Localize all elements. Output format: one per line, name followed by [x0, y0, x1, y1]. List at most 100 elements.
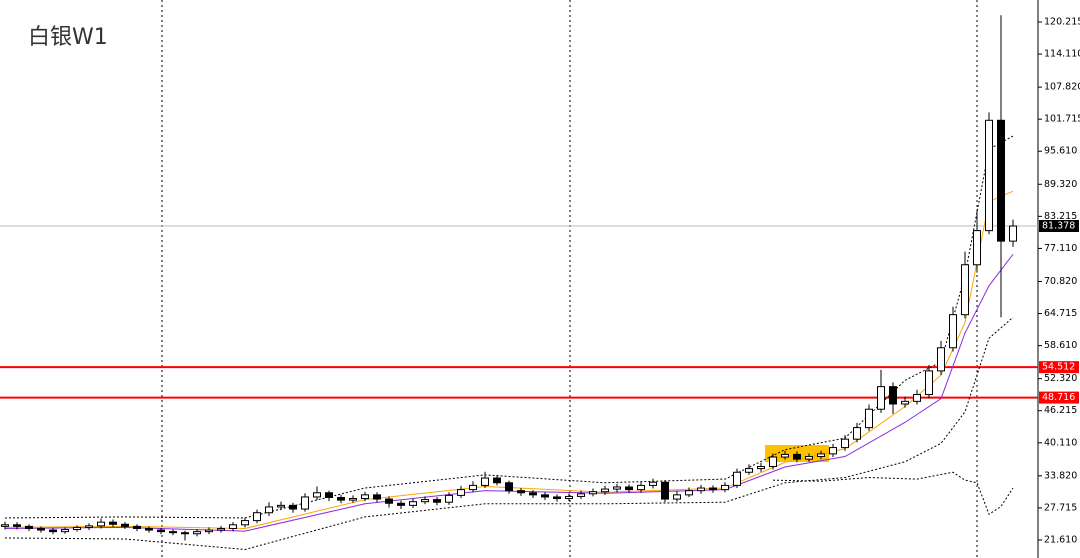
candle-body: [73, 526, 81, 531]
candle-body: [865, 408, 873, 429]
y-tick-label: 114.110: [1044, 49, 1080, 60]
candle-body: [601, 488, 609, 493]
candle-body: [181, 532, 189, 535]
candle-body: [913, 394, 921, 402]
indicator-line: [4, 190, 1014, 529]
candle-body: [265, 506, 273, 514]
candle-body: [385, 498, 393, 504]
candle-body: [445, 494, 453, 503]
candle-body: [973, 230, 981, 266]
candle-body: [349, 498, 357, 501]
candle-body: [169, 531, 177, 534]
candle-body: [205, 529, 213, 533]
candle-body: [901, 400, 909, 405]
candle-body: [769, 456, 777, 467]
candle-body: [733, 471, 741, 486]
candle-body: [997, 119, 1005, 242]
candle-body: [961, 264, 969, 316]
level-label-bg: [1039, 391, 1079, 404]
candle-body: [565, 495, 573, 500]
candle-body: [13, 524, 21, 527]
candle-body: [985, 119, 993, 232]
candle-body: [337, 496, 345, 501]
indicator-line: [772, 471, 1014, 516]
y-tick-label: 64.715: [1044, 308, 1077, 319]
candle-body: [925, 370, 933, 396]
candle-body: [217, 527, 225, 531]
y-tick-label: 107.820: [1044, 82, 1080, 93]
candle-body: [493, 477, 501, 484]
y-tick-label: 70.820: [1044, 276, 1077, 287]
candle-body: [697, 487, 705, 492]
y-tick-label: 27.715: [1044, 502, 1077, 513]
candle-body: [937, 347, 945, 372]
y-tick-label: 101.715: [1044, 114, 1080, 125]
candle-body: [625, 486, 633, 491]
candle-body: [61, 529, 69, 533]
y-tick-label: 52.320: [1044, 373, 1077, 384]
candle-body: [277, 504, 285, 508]
candle-body: [397, 502, 405, 506]
candle-body: [25, 525, 33, 529]
y-tick-label: 89.320: [1044, 179, 1077, 190]
candle-body: [877, 386, 885, 410]
candle-body: [553, 496, 561, 500]
y-tick-label: 83.215: [1044, 211, 1077, 222]
level-label: 48.716: [1042, 392, 1075, 403]
candle-body: [49, 529, 57, 533]
y-tick-label: 33.820: [1044, 470, 1077, 481]
candle-body: [433, 499, 441, 503]
y-tick-label: 58.610: [1044, 340, 1077, 351]
y-tick-label: 95.610: [1044, 146, 1077, 157]
candle-body: [313, 492, 321, 498]
candle-body: [529, 492, 537, 496]
level-label: 54.512: [1042, 362, 1075, 373]
indicator-line: [4, 253, 1014, 532]
y-tick-label: 77.110: [1044, 243, 1077, 254]
candle-body: [121, 523, 129, 527]
candle-body: [853, 427, 861, 440]
candle-body: [685, 490, 693, 496]
candle-body: [709, 487, 717, 491]
candle-body: [253, 512, 261, 522]
chart-title: 白银W1: [28, 25, 108, 50]
candle-body: [505, 482, 513, 492]
candle-body: [145, 527, 153, 531]
candle-body: [325, 492, 333, 498]
candle-body: [793, 453, 801, 460]
y-tick-label: 21.610: [1044, 534, 1077, 545]
candle-body: [241, 520, 249, 526]
candle-body: [409, 501, 417, 506]
indicator-line: [4, 135, 1014, 519]
candle-body: [1, 524, 9, 527]
candle-body: [457, 489, 465, 496]
candle-body: [541, 494, 549, 498]
candle-body: [577, 493, 585, 497]
level-label-bg: [1039, 361, 1079, 374]
candle-body: [721, 484, 729, 491]
candle-body: [805, 456, 813, 460]
candle-body: [481, 477, 489, 486]
candle-body: [421, 499, 429, 503]
candle-body: [289, 504, 297, 510]
candle-body: [949, 314, 957, 349]
y-tick-label: 46.215: [1044, 405, 1077, 416]
candle-body: [229, 524, 237, 529]
candle-body: [637, 484, 645, 491]
candle-body: [781, 453, 789, 458]
candle-body: [361, 494, 369, 500]
candle-body: [301, 496, 309, 510]
candle-body: [589, 491, 597, 495]
candle-body: [673, 494, 681, 500]
candle-body: [661, 481, 669, 500]
candle-body: [829, 447, 837, 455]
y-tick-label: 120.215: [1044, 16, 1080, 27]
candle-body: [133, 525, 141, 529]
candle-body: [157, 529, 165, 533]
price-label-bg: [1039, 220, 1079, 233]
candle-body: [817, 453, 825, 458]
candle-body: [613, 486, 621, 490]
candle-body: [109, 521, 117, 525]
candle-body: [757, 465, 765, 470]
